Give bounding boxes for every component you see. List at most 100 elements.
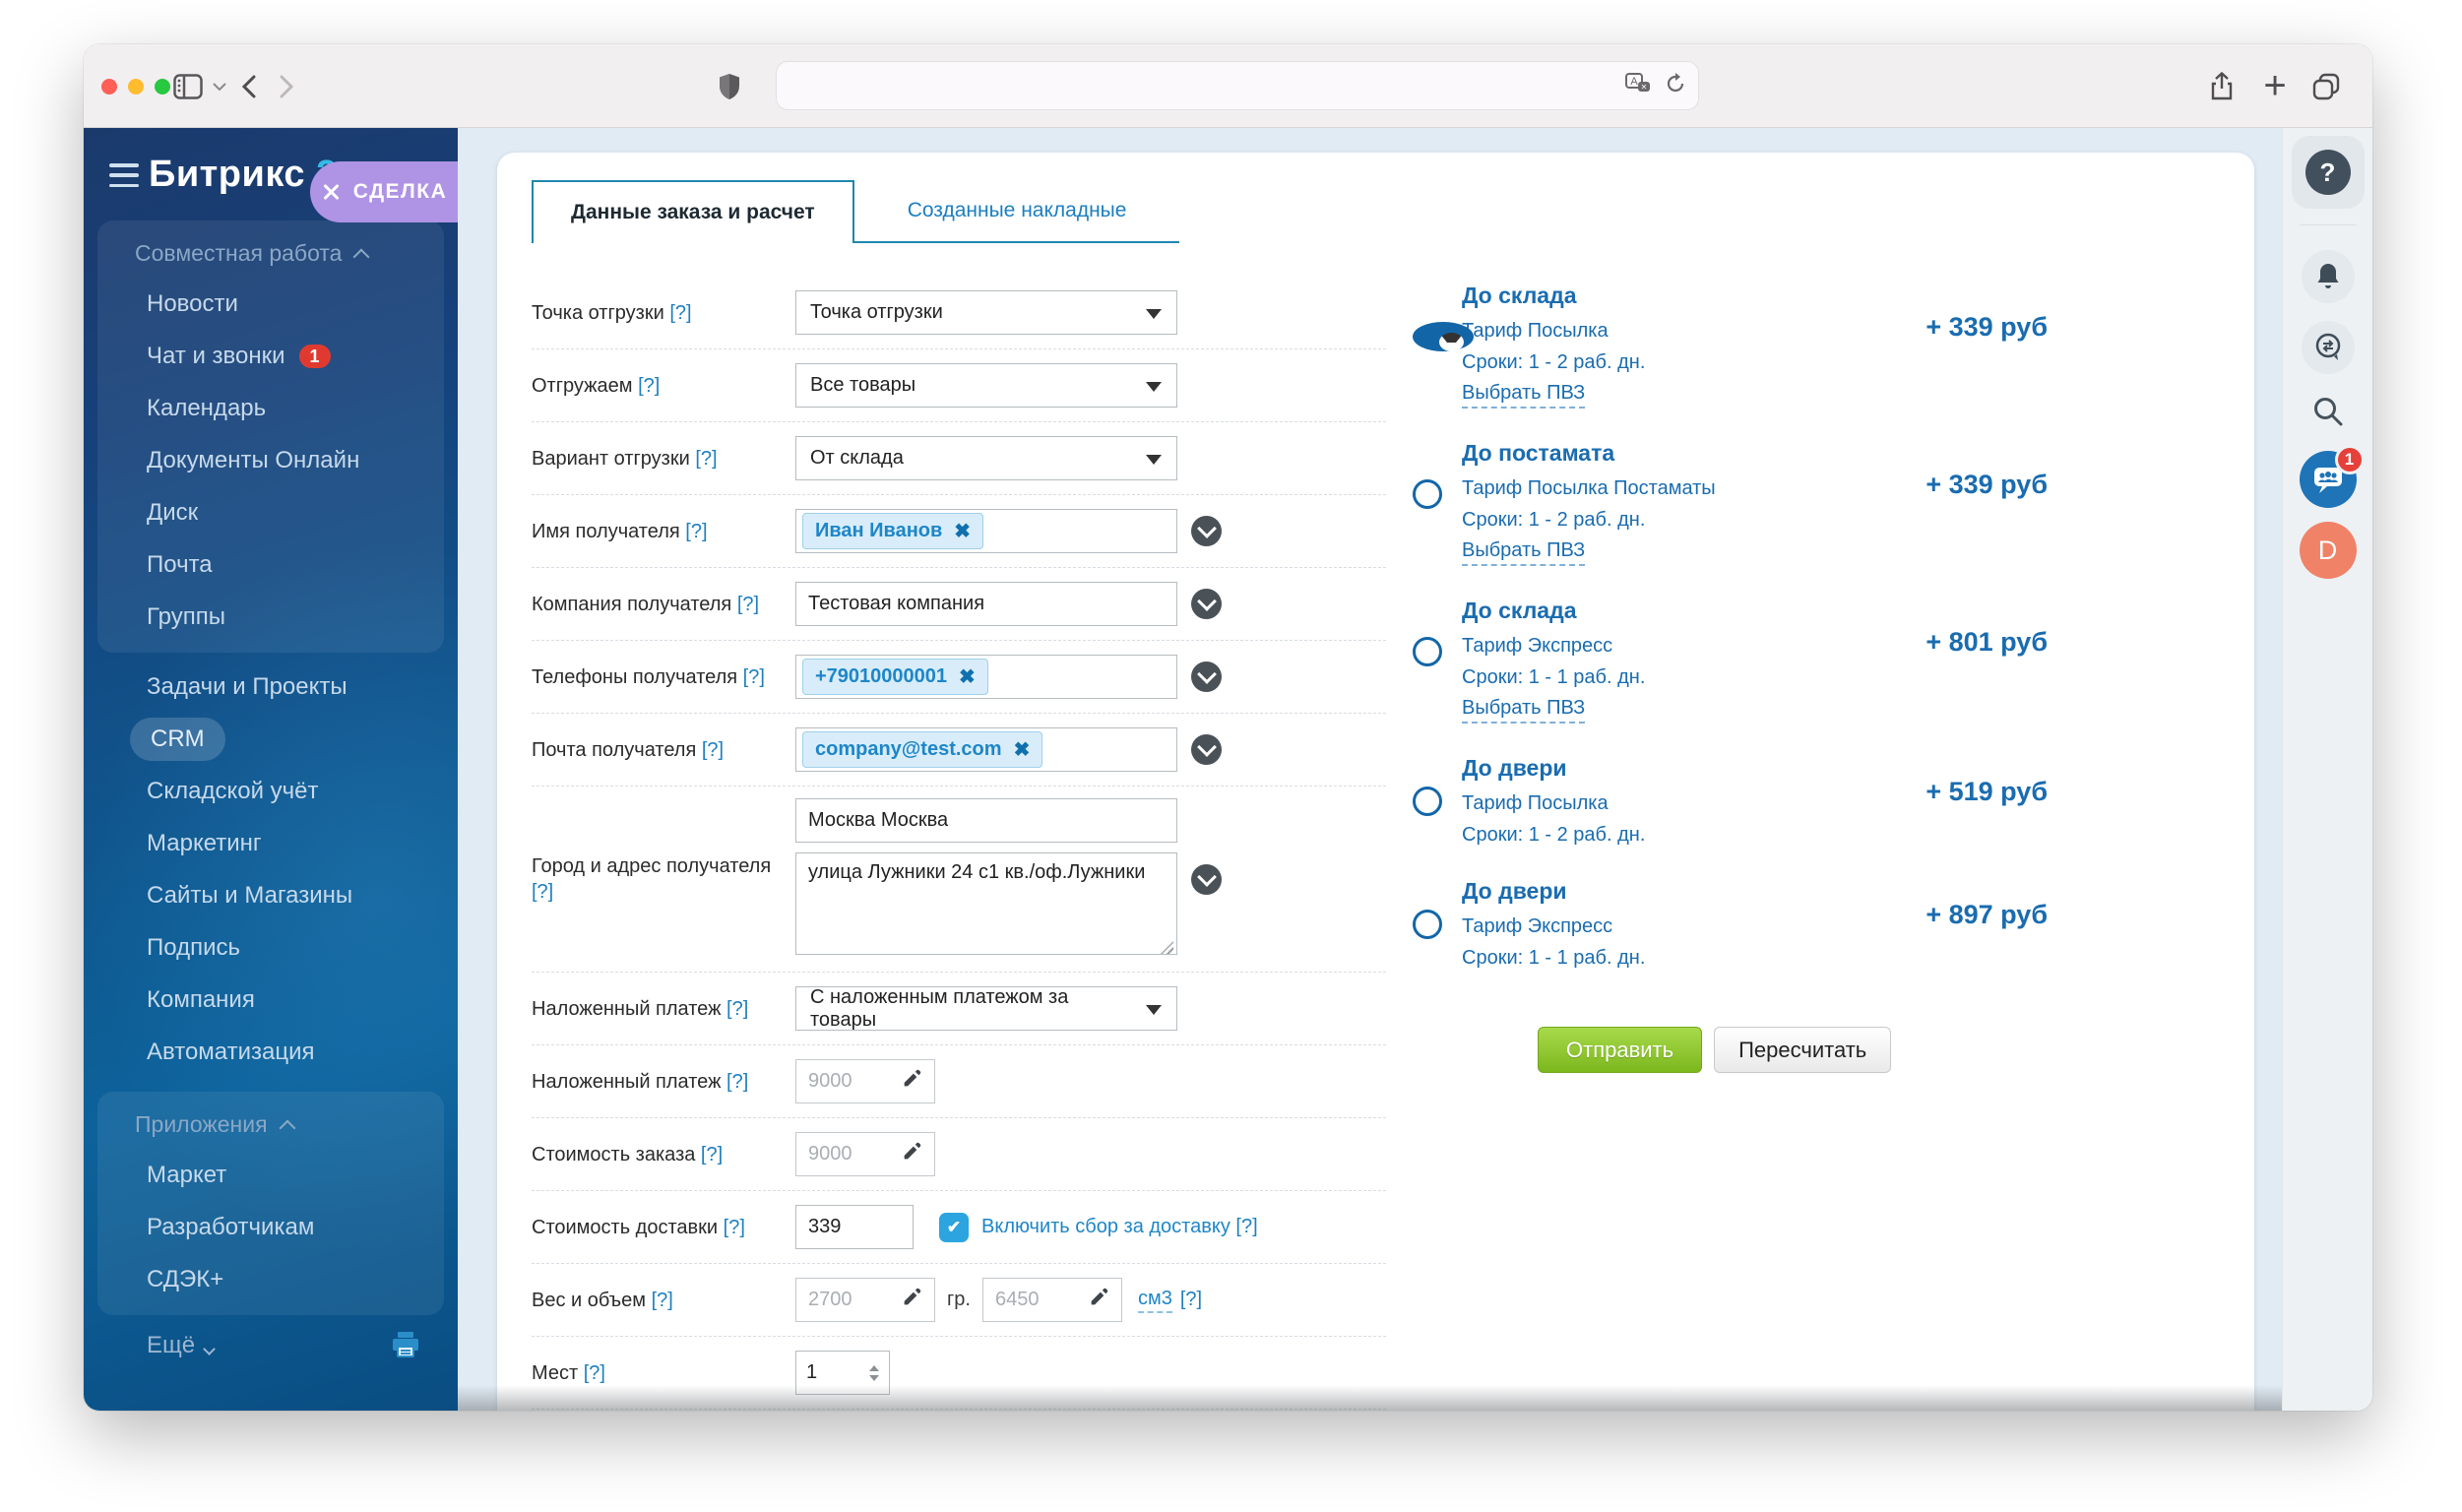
sidebar-chevron-icon[interactable]: [210, 44, 229, 128]
search-button[interactable]: [2311, 395, 2345, 433]
tabs-overview-icon[interactable]: [2304, 44, 2348, 128]
pencil-icon[interactable]: [901, 1068, 922, 1096]
recipient-name-input[interactable]: Иван Иванов: [795, 509, 1177, 553]
messenger-button[interactable]: [2301, 321, 2355, 374]
crm-sync-chevron-icon[interactable]: [1191, 662, 1222, 692]
zoom-window-button[interactable]: [155, 79, 170, 94]
user-avatar[interactable]: D: [2299, 522, 2357, 579]
reload-icon[interactable]: [1665, 72, 1686, 99]
sidebar-item-disk[interactable]: Диск: [147, 498, 199, 526]
sidebar-item-company[interactable]: Компания: [147, 985, 255, 1013]
crm-sync-chevron-icon[interactable]: [1191, 863, 1222, 895]
sidebar-item-cdek[interactable]: СДЭК+: [147, 1265, 224, 1292]
help-link[interactable]: [?]: [726, 1070, 749, 1093]
sidebar-toggle-icon[interactable]: [170, 44, 206, 128]
sidebar-item-mail[interactable]: Почта: [147, 550, 213, 578]
notifications-button[interactable]: [2301, 250, 2355, 303]
crm-sync-chevron-icon[interactable]: [1191, 589, 1222, 619]
help-button[interactable]: ?: [2291, 136, 2365, 209]
help-link[interactable]: [?]: [685, 520, 708, 542]
pencil-icon[interactable]: [901, 1287, 922, 1314]
delivery-fee-checkbox[interactable]: [939, 1212, 969, 1242]
cod-type-select[interactable]: С наложенным платежом за товары: [795, 986, 1177, 1031]
sidebar-item-news[interactable]: Новости: [147, 289, 238, 317]
deal-slider-badge[interactable]: СДЕЛКА: [310, 161, 458, 222]
help-link[interactable]: [?]: [700, 1143, 724, 1166]
help-link[interactable]: [?]: [742, 665, 765, 688]
tariff-radio[interactable]: [1413, 787, 1442, 816]
printer-icon[interactable]: [391, 1331, 420, 1365]
close-icon[interactable]: [321, 182, 341, 202]
help-link[interactable]: [?]: [701, 738, 725, 761]
sidebar-item-calendar[interactable]: Календарь: [147, 394, 267, 421]
pencil-icon[interactable]: [1088, 1287, 1109, 1314]
shipping-point-select[interactable]: Точка отгрузки: [795, 290, 1177, 335]
address-bar[interactable]: A ✕: [776, 61, 1699, 110]
help-link[interactable]: [?]: [638, 374, 661, 397]
weight-field[interactable]: 2700: [795, 1278, 935, 1322]
share-icon[interactable]: [2202, 44, 2241, 128]
help-link[interactable]: [?]: [532, 881, 554, 903]
close-window-button[interactable]: [101, 79, 117, 94]
choose-pvz-link[interactable]: Выбрать ПВЗ: [1462, 697, 1586, 724]
tariff-radio[interactable]: [1413, 637, 1442, 666]
recalculate-button[interactable]: Пересчитать: [1714, 1027, 1892, 1073]
sidebar-item-inventory[interactable]: Складской учёт: [147, 777, 319, 804]
tab-order-data[interactable]: Данные заказа и расчет: [532, 180, 854, 243]
tab-created-invoices[interactable]: Созданные накладные: [853, 180, 1180, 243]
sidebar-item-marketing[interactable]: Маркетинг: [147, 829, 262, 856]
sidebar-item-sites[interactable]: Сайты и Магазины: [147, 881, 353, 909]
sidebar-item-chat[interactable]: Чат и звонки 1: [97, 330, 444, 382]
team-chat-button[interactable]: 1: [2299, 445, 2365, 508]
recipient-phones-input[interactable]: +79010000001: [795, 655, 1177, 699]
sidebar-item-tasks[interactable]: Задачи и Проекты: [147, 672, 347, 700]
pencil-icon[interactable]: [901, 1141, 922, 1168]
help-link[interactable]: [?]: [695, 447, 718, 470]
sidebar-item-more[interactable]: Ещё: [84, 1319, 458, 1371]
new-tab-icon[interactable]: +: [2263, 64, 2287, 107]
sidebar-item-sign[interactable]: Подпись: [147, 933, 240, 961]
help-link[interactable]: [?]: [723, 1216, 745, 1238]
sidebar-section-collaboration[interactable]: Совместная работа: [97, 228, 444, 278]
recipient-company-input[interactable]: Тестовая компания: [795, 582, 1177, 626]
tariff-radio[interactable]: [1413, 322, 1474, 351]
recipient-email-input[interactable]: company@test.com: [795, 727, 1177, 772]
cod-amount-field[interactable]: 9000: [795, 1059, 935, 1103]
choose-pvz-link[interactable]: Выбрать ПВЗ: [1462, 539, 1586, 566]
shipping-variant-select[interactable]: От склада: [795, 436, 1177, 480]
crm-sync-chevron-icon[interactable]: [1191, 734, 1222, 765]
order-cost-field[interactable]: 9000: [795, 1132, 935, 1176]
shipping-goods-select[interactable]: Все товары: [795, 363, 1177, 408]
help-link[interactable]: [?]: [1179, 1289, 1203, 1310]
remove-chip-icon[interactable]: [1014, 737, 1031, 762]
help-link[interactable]: [?]: [669, 301, 692, 324]
translate-icon[interactable]: A ✕: [1625, 72, 1651, 99]
delivery-cost-input[interactable]: [795, 1205, 914, 1249]
remove-chip-icon[interactable]: [959, 664, 976, 689]
help-link[interactable]: [?]: [736, 593, 760, 615]
sidebar-item-market[interactable]: Маркет: [147, 1161, 227, 1188]
help-link[interactable]: [?]: [583, 1361, 605, 1384]
submit-button[interactable]: Отправить: [1538, 1027, 1703, 1073]
sidebar-item-groups[interactable]: Группы: [147, 602, 225, 630]
remove-chip-icon[interactable]: [954, 519, 971, 543]
volume-field[interactable]: 6450: [981, 1278, 1122, 1322]
help-link[interactable]: [?]: [726, 997, 749, 1020]
minimize-window-button[interactable]: [128, 79, 144, 94]
shield-icon[interactable]: [712, 44, 747, 128]
forward-icon[interactable]: [271, 44, 302, 128]
stepper-arrows-icon[interactable]: [869, 1364, 879, 1381]
help-link[interactable]: [?]: [651, 1289, 673, 1311]
tariff-radio[interactable]: [1413, 479, 1442, 509]
recipient-address-textarea[interactable]: улица Лужники 24 с1 кв./оф.Лужники: [795, 852, 1177, 955]
sidebar-item-developers[interactable]: Разработчикам: [147, 1213, 315, 1240]
menu-icon[interactable]: [109, 163, 139, 187]
sidebar-item-documents[interactable]: Документы Онлайн: [147, 446, 360, 473]
sidebar-item-automation[interactable]: Автоматизация: [147, 1038, 315, 1065]
help-link[interactable]: [?]: [1235, 1216, 1258, 1237]
choose-pvz-link[interactable]: Выбрать ПВЗ: [1462, 382, 1586, 409]
crm-sync-chevron-icon[interactable]: [1191, 516, 1222, 546]
tariff-radio[interactable]: [1413, 910, 1442, 939]
recipient-city-input[interactable]: [795, 798, 1177, 843]
sidebar-item-crm[interactable]: CRM: [84, 713, 458, 765]
